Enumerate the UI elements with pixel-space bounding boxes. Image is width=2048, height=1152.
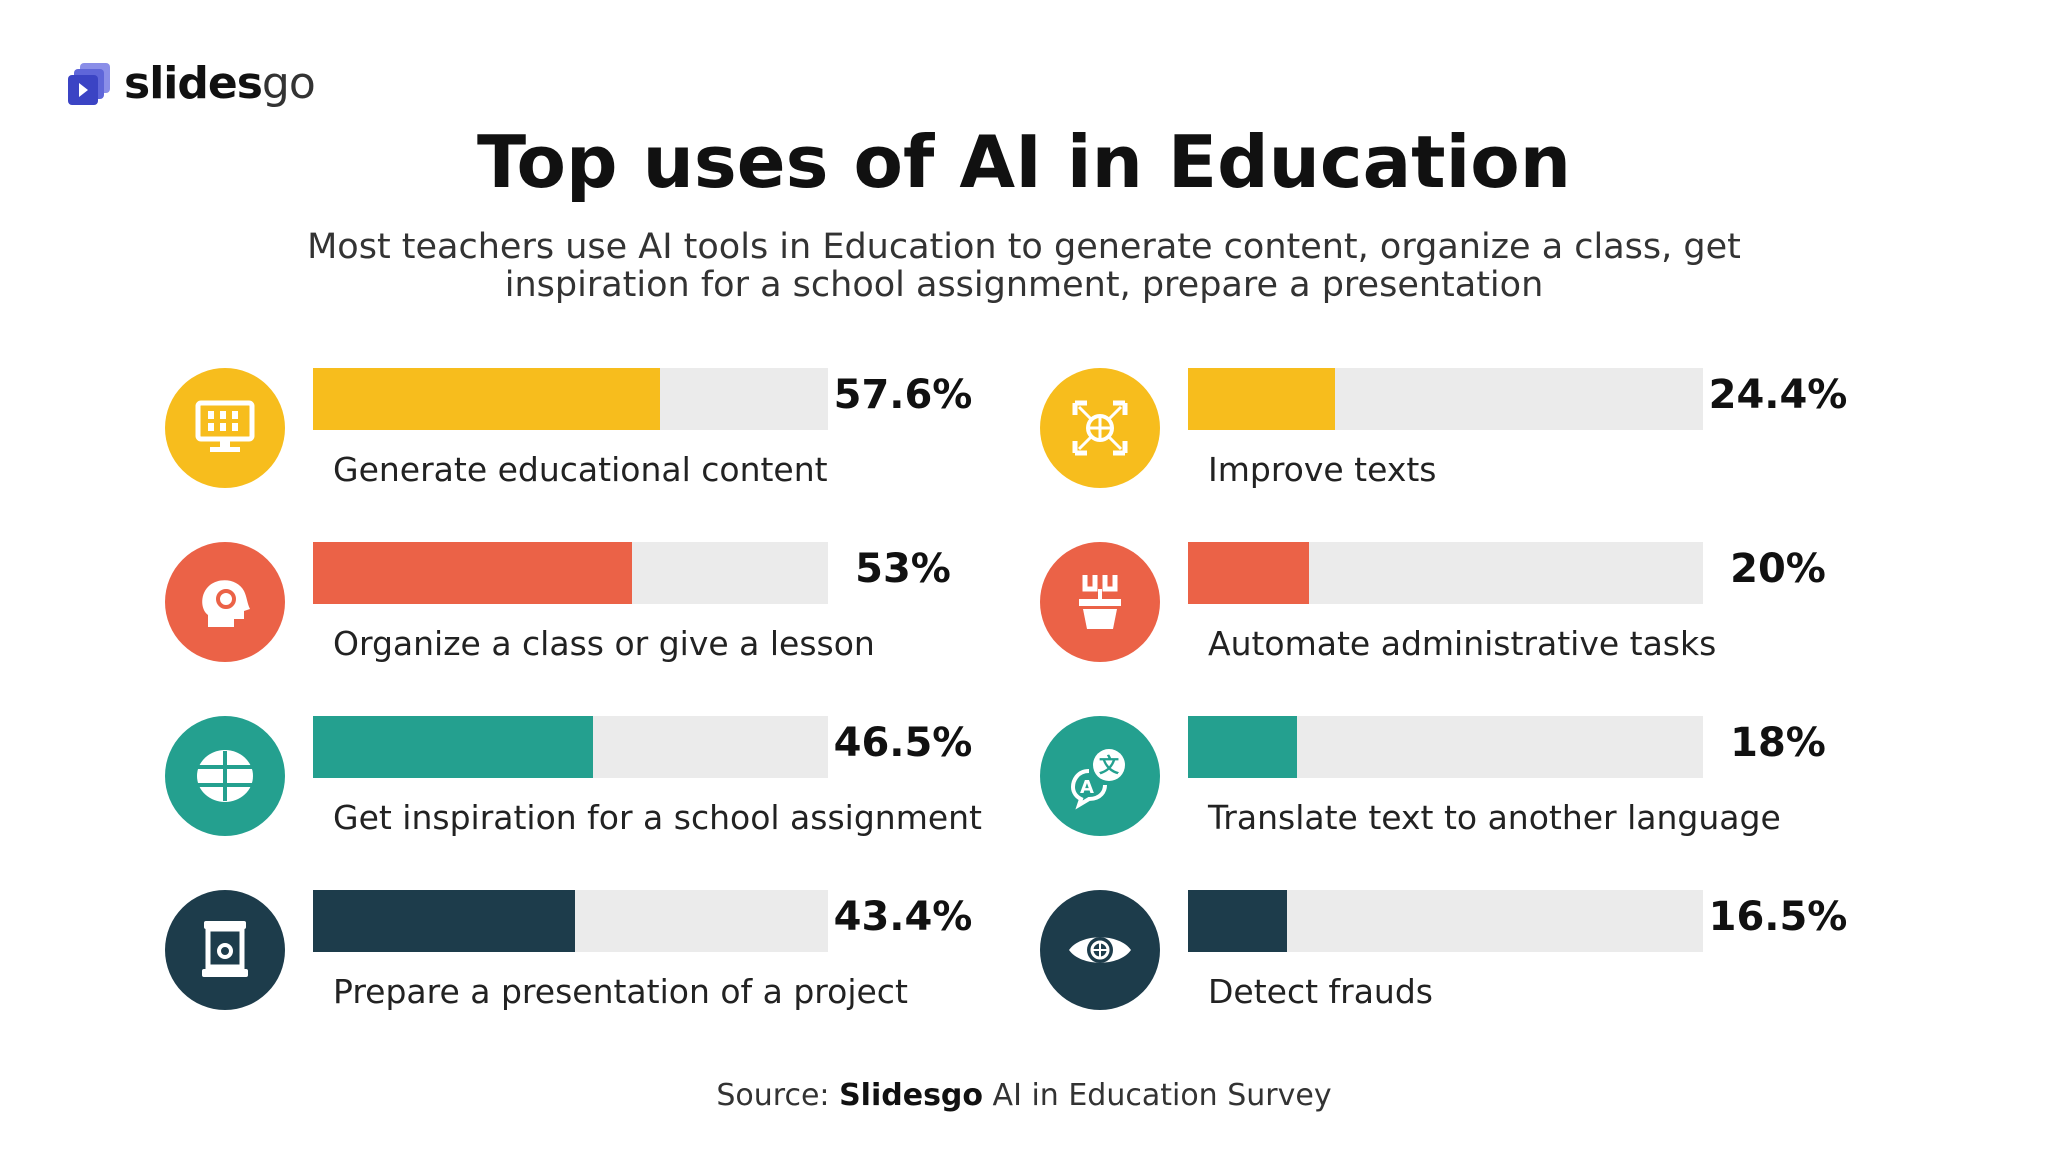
bar-row: 43.4% Prepare a presentation of a project <box>165 890 1025 1030</box>
chart-title: Top uses of AI in Education <box>477 120 1571 204</box>
bar-row: 16.5% Detect frauds <box>1040 890 1900 1030</box>
brain-icon <box>165 716 285 836</box>
bar <box>1188 368 1335 430</box>
automation-icon <box>1040 542 1160 662</box>
category-label: Generate educational content <box>333 450 828 489</box>
svg-text:A: A <box>1080 777 1094 798</box>
data-label: 24.4% <box>1708 372 1848 418</box>
category-label: Automate administrative tasks <box>1208 624 1717 663</box>
bar <box>1188 542 1309 604</box>
bar-track <box>1188 542 1703 604</box>
bar <box>1188 716 1297 778</box>
slidesgo-logo-text: slidesgo <box>124 58 316 109</box>
bar <box>1188 890 1288 952</box>
slidesgo-logo-icon <box>68 62 110 105</box>
bar-row: 20% Automate administrative tasks <box>1040 542 1900 682</box>
bar-track <box>1188 890 1703 952</box>
bar-row: 53% Organize a class or give a lesson <box>165 542 1025 682</box>
data-label: 43.4% <box>833 894 973 940</box>
bar <box>313 890 575 952</box>
category-label: Translate text to another language <box>1208 798 1781 837</box>
bar <box>313 716 594 778</box>
network-icon <box>1040 368 1160 488</box>
data-label: 53% <box>855 546 951 592</box>
category-label: Get inspiration for a school assignment <box>333 798 982 837</box>
category-label: Organize a class or give a lesson <box>333 624 875 663</box>
bar-track <box>1188 716 1703 778</box>
data-label: 20% <box>1730 546 1826 592</box>
bar-track <box>313 368 828 430</box>
svg-text:文: 文 <box>1099 753 1120 777</box>
bar-track <box>313 716 828 778</box>
bar-row: 文 A 18% Translate text to another language <box>1040 716 1900 856</box>
category-label: Improve texts <box>1208 450 1437 489</box>
bar-track <box>313 542 828 604</box>
eye-icon <box>1040 890 1160 1010</box>
data-label: 16.5% <box>1708 894 1848 940</box>
bar <box>313 542 633 604</box>
presentation-icon <box>165 890 285 1010</box>
chart-subtitle: Most teachers use AI tools in Education … <box>307 227 1741 305</box>
slidesgo-logo: slidesgo <box>66 58 316 109</box>
category-label: Prepare a presentation of a project <box>333 972 908 1011</box>
bar-track <box>1188 368 1703 430</box>
category-label: Detect frauds <box>1208 972 1433 1011</box>
bar-row: 57.6% Generate educational content <box>165 368 1025 508</box>
data-label: 57.6% <box>833 372 973 418</box>
source-note: Source: Slidesgo AI in Education Survey <box>716 1078 1332 1113</box>
head-gear-icon <box>165 542 285 662</box>
data-label: 18% <box>1730 720 1826 766</box>
bar-row: 24.4% Improve texts <box>1040 368 1900 508</box>
bar-track <box>313 890 828 952</box>
data-label: 46.5% <box>833 720 973 766</box>
bar <box>313 368 661 430</box>
bar-row: 46.5% Get inspiration for a school assign… <box>165 716 1025 856</box>
monitor-icon <box>165 368 285 488</box>
